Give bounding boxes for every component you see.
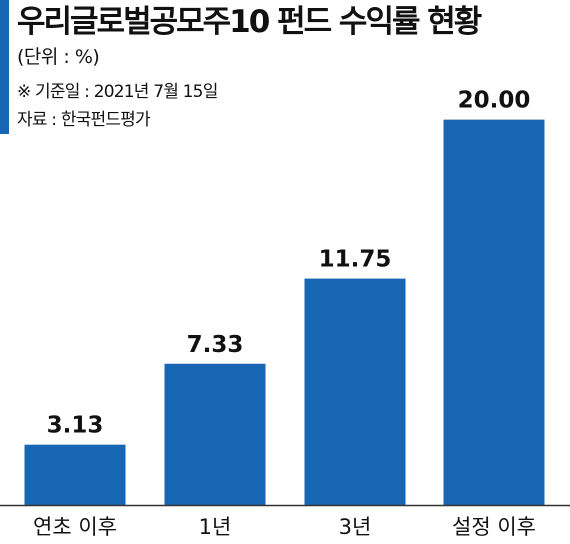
- value-label-3: 20.00: [458, 88, 531, 114]
- base-date-note: ※ 기준일 : 2021년 7월 15일: [17, 82, 218, 102]
- bar-2: [304, 278, 406, 505]
- value-label-2: 11.75: [319, 247, 392, 273]
- value-label-0: 3.13: [47, 413, 104, 439]
- source-note: 자료 : 한국펀드평가: [17, 110, 151, 130]
- chart-title: 우리글로벌공모주10 펀드 수익률 현황: [17, 4, 482, 40]
- category-label-1: 1년: [199, 515, 232, 539]
- title-accent-bar: [0, 0, 9, 134]
- category-label-0: 연초 이후: [33, 515, 117, 539]
- unit-note: (단위 : %): [17, 46, 100, 68]
- bar-1: [164, 363, 266, 505]
- bar-3: [443, 119, 545, 505]
- value-label-1: 7.33: [187, 332, 244, 358]
- category-label-2: 3년: [339, 515, 372, 539]
- bar-0: [24, 444, 126, 505]
- category-label-3: 설정 이후: [452, 515, 536, 539]
